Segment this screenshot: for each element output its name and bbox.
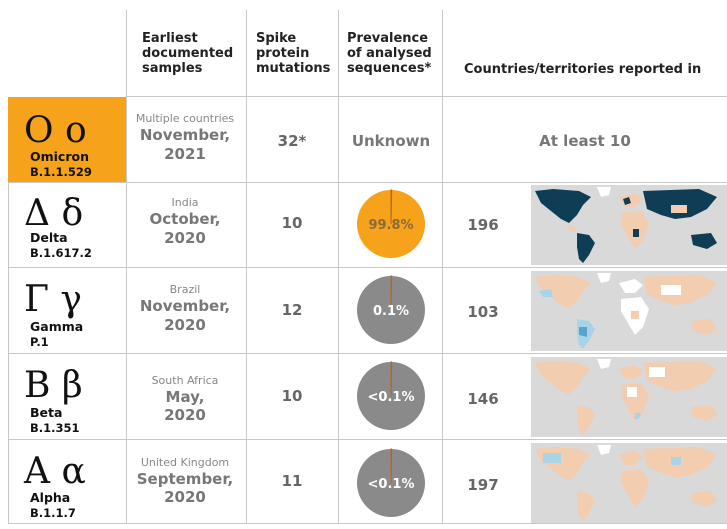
variant-lineage: B.1.1.529 <box>30 165 92 179</box>
origin-country: United Kingdom <box>140 456 230 469</box>
prevalence-pie: 99.8% <box>357 189 425 258</box>
date-year: 2020 <box>164 406 206 424</box>
countries-count: 103 <box>467 303 499 321</box>
variant-name: Beta <box>30 405 63 420</box>
prevalence-text: Unknown <box>351 132 431 150</box>
row-divider <box>8 523 727 524</box>
origin-country: Multiple countries <box>135 112 235 125</box>
countries-count: 196 <box>467 216 499 234</box>
greek-letters: Β β <box>24 365 83 406</box>
row-divider <box>126 96 727 97</box>
pie-label: 0.1% <box>373 304 409 319</box>
greek-letters: Δ δ <box>24 193 84 234</box>
spike-count: 12 <box>281 301 303 319</box>
spike-count: 10 <box>281 214 303 232</box>
world-map-alpha <box>531 443 727 523</box>
date-month: October, <box>149 210 221 228</box>
origin-country: India <box>171 196 199 209</box>
date-year: 2020 <box>164 316 206 334</box>
row-divider <box>8 439 727 440</box>
pie-label: <0.1% <box>368 477 415 492</box>
pie-slice-share <box>390 189 393 225</box>
column-divider <box>338 10 339 524</box>
variant-lineage: B.1.1.7 <box>30 506 76 520</box>
row-divider <box>8 267 727 268</box>
date-month: November, <box>139 297 231 315</box>
origin-country: Brazil <box>169 283 201 296</box>
variant-lineage: B.1.351 <box>30 421 80 435</box>
world-map-delta <box>531 185 727 265</box>
header-samples: Earliest documented samples <box>142 31 234 76</box>
world-map-beta <box>531 357 727 437</box>
column-divider <box>126 10 127 524</box>
header-spike: Spike protein mutations <box>256 31 331 76</box>
pie-slice-share <box>390 361 393 397</box>
countries-count: 146 <box>467 390 499 408</box>
world-map-gamma <box>531 271 727 351</box>
variant-name: Alpha <box>30 490 71 505</box>
variant-lineage: P.1 <box>30 335 49 349</box>
date-year: 2020 <box>164 229 206 247</box>
greek-letters: Ο ο <box>24 110 87 151</box>
header-prevalence: Prevalence of analysed sequences* <box>347 31 432 76</box>
variant-highlight <box>8 97 126 182</box>
column-divider <box>442 10 443 524</box>
variant-lineage: B.1.617.2 <box>30 246 92 260</box>
variant-name: Gamma <box>30 319 84 334</box>
greek-letters: Γ γ <box>24 279 82 320</box>
spike-count: 10 <box>281 387 303 405</box>
pie-slice-share <box>390 448 393 484</box>
row-divider <box>8 182 727 183</box>
variant-name: Omicron <box>30 149 89 164</box>
origin-country: South Africa <box>151 374 219 387</box>
header-countries: Countries/territories reported in <box>464 62 702 77</box>
date-year: 2021 <box>164 145 206 163</box>
prevalence-pie: <0.1% <box>357 448 425 517</box>
pie-label: <0.1% <box>368 390 415 405</box>
spike-count: 32* <box>277 132 307 150</box>
greek-letters: Α α <box>24 451 86 492</box>
date-month: May, <box>165 388 205 406</box>
countries-text: At least 10 <box>539 132 631 150</box>
row-divider <box>8 353 727 354</box>
date-month: November, <box>139 126 231 144</box>
spike-count: 11 <box>281 472 303 490</box>
prevalence-pie: <0.1% <box>357 361 425 430</box>
variant-name: Delta <box>30 230 68 245</box>
date-year: 2020 <box>164 488 206 506</box>
pie-label: 99.8% <box>368 218 413 233</box>
date-month: September, <box>136 470 234 488</box>
column-divider <box>8 182 9 524</box>
column-divider <box>246 10 247 524</box>
countries-count: 197 <box>467 476 499 494</box>
pie-slice-share <box>390 275 393 311</box>
prevalence-pie: 0.1% <box>357 275 425 344</box>
